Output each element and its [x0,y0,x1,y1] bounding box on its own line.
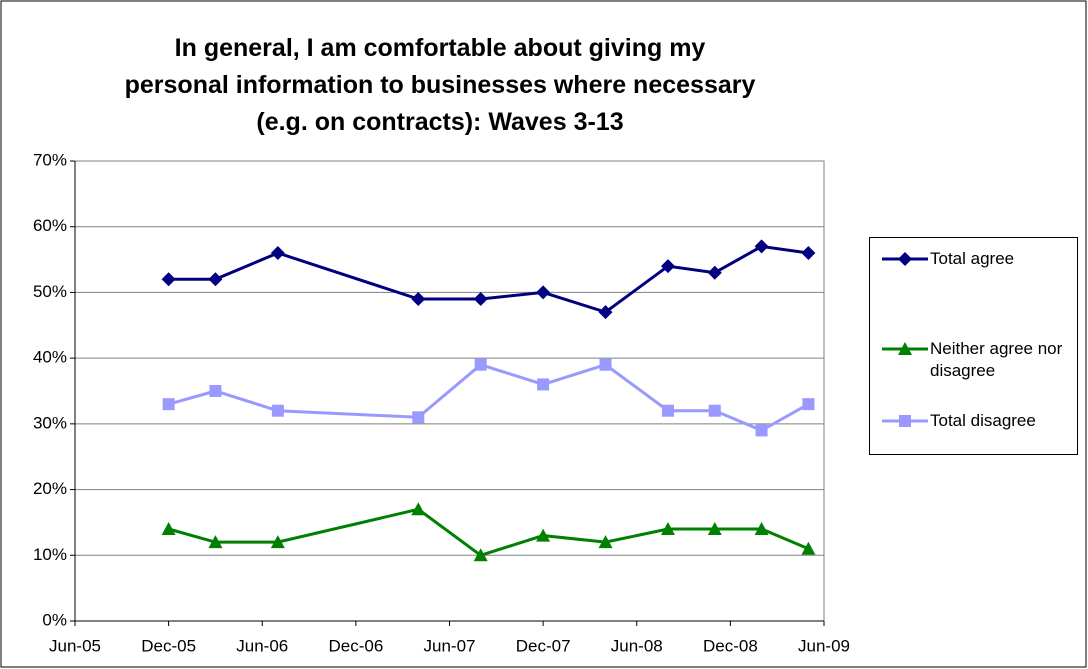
point-marker [161,522,176,535]
point-marker [473,548,488,562]
point-marker [270,535,285,549]
y-tick-label: 40% [33,348,67,367]
x-tick-label: Jun-09 [798,636,850,655]
point-marker [537,378,550,391]
legend-label: Total agree [930,249,1015,268]
legend-item: Neither agree nor disagree [880,338,1070,382]
y-tick-label: 50% [33,282,67,301]
point-marker [599,358,612,371]
point-marker [598,305,613,320]
point-marker [270,246,285,260]
point-marker [660,522,675,535]
point-marker [660,259,675,274]
point-marker [754,522,769,535]
y-tick-label: 0% [42,610,67,629]
point-marker [661,404,674,417]
point-marker [412,411,425,424]
x-tick-label: Jun-07 [424,636,476,655]
point-marker [708,404,721,417]
point-marker [474,358,487,371]
x-tick-label: Jun-08 [611,636,663,655]
legend-label: Total disagree [930,411,1036,430]
point-marker [161,272,176,287]
x-tick-label: Dec-05 [141,636,196,655]
point-marker [802,398,815,411]
point-marker [707,265,722,280]
legend-item: Total agree [880,248,1070,270]
point-marker [755,424,768,437]
point-marker [598,535,613,549]
chart-title: In general, I am comfortable about givin… [124,34,756,136]
y-tick-label: 30% [33,413,67,432]
legend-swatch [882,415,928,427]
x-tick-label: Dec-08 [703,636,758,655]
y-tick-label: 70% [33,150,67,169]
point-marker [899,415,911,427]
point-marker [707,522,722,535]
y-tick-label: 20% [33,479,67,498]
point-marker [898,252,912,266]
legend-swatch [882,342,928,355]
y-tick-label: 10% [33,545,67,564]
point-marker [801,541,816,555]
x-tick-label: Jun-06 [236,636,288,655]
x-tick-label: Dec-06 [328,636,383,655]
point-marker [411,502,426,516]
point-marker [411,292,426,306]
point-marker [271,404,284,417]
y-tick-label: 60% [33,216,67,235]
point-marker [898,342,912,355]
point-marker [754,239,769,254]
legend-swatch [882,252,928,266]
x-tick-label: Dec-07 [516,636,571,655]
point-marker [473,292,488,306]
legend-label: Neither agree nor disagree [930,339,1063,380]
legend-item: Total disagree [880,410,1070,432]
point-marker [162,398,175,411]
point-marker [209,385,222,397]
x-tick-label: Jun-05 [49,636,101,655]
point-marker [208,535,223,549]
point-marker [801,246,816,260]
point-marker [536,285,551,300]
point-marker [208,272,223,287]
legend: Total agree Neither agree nor disagree Tot… [869,237,1078,455]
point-marker [536,528,551,542]
